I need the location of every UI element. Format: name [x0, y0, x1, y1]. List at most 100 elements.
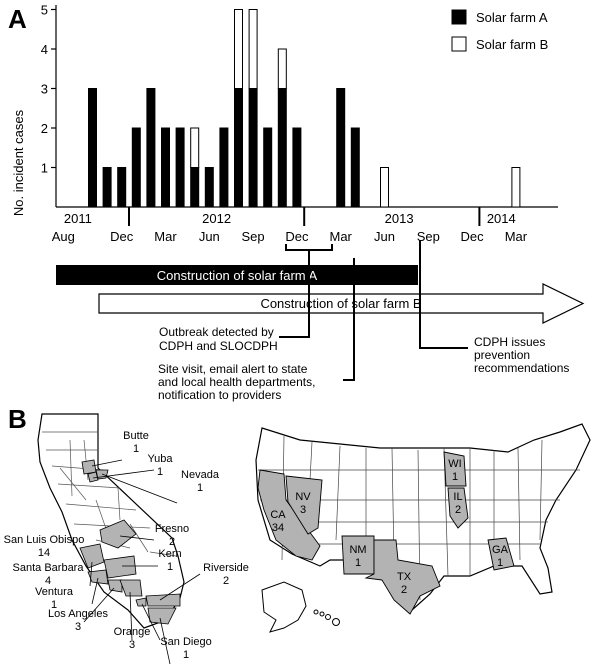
y-tick-label: 3 — [41, 82, 48, 97]
note-outbreak-line-1: Outbreak detected by — [159, 325, 274, 339]
bar-solar-farm-a — [336, 88, 346, 208]
bar-solar-farm-a — [175, 127, 185, 208]
note-site-visit-line-2: and local health departments, — [158, 375, 315, 389]
state-labels: CA 34 NV 3 WI 1 IL 2 NM 1 TX 2 GA 1 — [270, 458, 508, 596]
county-orange — [135, 597, 147, 607]
state-label-il: IL — [453, 491, 462, 503]
legend-label-solar-farm-b: Solar farm B — [476, 37, 548, 52]
county-label-ventura: Ventura — [35, 586, 74, 598]
county-label-san-luis-obispo: San Luis Obispo — [4, 534, 85, 546]
state-wi — [443, 451, 467, 487]
year-labels: 2011 2012 2013 2014 — [64, 211, 516, 226]
alaska-outline — [261, 581, 307, 633]
year-label: 2014 — [487, 211, 516, 226]
panel-a-label: A — [8, 4, 27, 34]
state-count-nm: 1 — [355, 557, 361, 569]
construction-label-solar-farm-a: Construction of solar farm A — [157, 268, 318, 283]
legend: Solar farm A Solar farm B — [451, 9, 548, 52]
county-riverside — [145, 593, 181, 607]
y-tick-label: 5 — [41, 3, 48, 18]
bar-solar-farm-a — [88, 88, 97, 208]
county-labels: Butte 1 Yuba 1 Nevada 1 Fresno 2 Kern 1 … — [4, 430, 249, 661]
county-label-riverside: Riverside — [203, 562, 249, 574]
county-san-luis-obispo — [79, 543, 105, 569]
county-ventura — [107, 579, 123, 593]
bar-solar-farm-b — [248, 9, 258, 89]
county-count-san-diego: 1 — [183, 649, 189, 661]
hawaii-outline — [313, 609, 340, 626]
bar-solar-farm-a — [292, 127, 302, 208]
state-count-tx: 2 — [401, 584, 407, 596]
panel-b: B — [4, 404, 591, 664]
state-nv — [285, 475, 323, 535]
bar-solar-farm-a — [234, 88, 243, 208]
month-label: Mar — [154, 229, 177, 244]
bar-solar-farm-b — [380, 167, 389, 208]
county-count-ventura: 1 — [51, 599, 57, 611]
month-label: Sep — [417, 229, 440, 244]
state-label-nm: NM — [349, 544, 366, 556]
county-count-butte: 1 — [133, 443, 139, 455]
county-leader-lines — [83, 459, 201, 664]
bar-solar-farm-a — [131, 127, 141, 208]
state-count-ga: 1 — [497, 557, 503, 569]
county-los-angeles — [119, 579, 143, 597]
note-outbreak-line-2: CDPH and SLOCDPH — [159, 339, 278, 353]
bar-solar-farm-a — [350, 127, 360, 208]
county-kern — [103, 555, 137, 579]
state-count-wi: 1 — [452, 471, 458, 483]
site-visit-connector — [343, 258, 355, 381]
county-label-fresno: Fresno — [155, 523, 189, 535]
bar-solar-farm-b — [234, 9, 243, 89]
county-count-los-angeles: 3 — [75, 621, 81, 633]
california-map: Butte 1 Yuba 1 Nevada 1 Fresno 2 Kern 1 … — [4, 413, 249, 664]
timeline: Construction of solar farm A Constructio… — [56, 240, 585, 402]
note-site-visit-line-1: Site visit, email alert to state — [158, 362, 308, 376]
county-label-orange: Orange — [114, 626, 151, 638]
month-label: Jun — [374, 229, 395, 244]
month-label: Mar — [505, 229, 528, 244]
county-count-nevada: 1 — [197, 482, 203, 494]
bar-solar-farm-a — [248, 88, 258, 208]
county-san-diego — [147, 607, 177, 625]
legend-swatch-solar-farm-a — [451, 9, 467, 25]
note-cdph-line-1: CDPH issues — [474, 335, 545, 349]
month-label: Dec — [110, 229, 134, 244]
month-label: Mar — [330, 229, 353, 244]
cdph-connector — [419, 240, 468, 349]
county-count-yuba: 1 — [157, 466, 163, 478]
county-label-nevada: Nevada — [181, 469, 220, 481]
state-label-ga: GA — [492, 544, 509, 556]
month-label: Sep — [242, 229, 265, 244]
state-label-wi: WI — [448, 458, 461, 470]
bar-solar-farm-a — [146, 88, 156, 208]
legend-label-solar-farm-a: Solar farm A — [476, 10, 548, 25]
county-label-butte: Butte — [123, 430, 149, 442]
state-count-il: 2 — [455, 504, 461, 516]
bar-solar-farm-a — [161, 127, 170, 208]
county-label-santa-barbara: Santa Barbara — [13, 562, 85, 574]
bar-solar-farm-b — [277, 48, 287, 89]
bar-solar-farm-b — [190, 127, 200, 168]
county-count-fresno: 2 — [169, 536, 175, 548]
state-ga — [487, 537, 515, 571]
state-tx — [364, 539, 441, 615]
year-label: 2013 — [385, 211, 414, 226]
county-label-san-diego: San Diego — [160, 636, 211, 648]
month-label: Dec — [285, 229, 309, 244]
state-ca — [257, 469, 321, 561]
month-labels: Aug Dec Mar Jun Sep Dec Mar Jun Sep Dec Mar — [52, 229, 528, 244]
bar-solar-farm-a — [219, 127, 229, 208]
county-yuba — [87, 471, 99, 483]
y-tick-label: 1 — [41, 161, 48, 176]
y-ticks: 1 2 3 4 5 — [41, 3, 56, 176]
highlighted-counties — [79, 459, 181, 625]
legend-swatch-solar-farm-b — [451, 36, 467, 52]
state-count-nv: 3 — [300, 504, 306, 516]
county-label-yuba: Yuba — [147, 453, 173, 465]
county-label-los-angeles: Los Angeles — [48, 608, 108, 620]
county-butte — [81, 459, 97, 475]
